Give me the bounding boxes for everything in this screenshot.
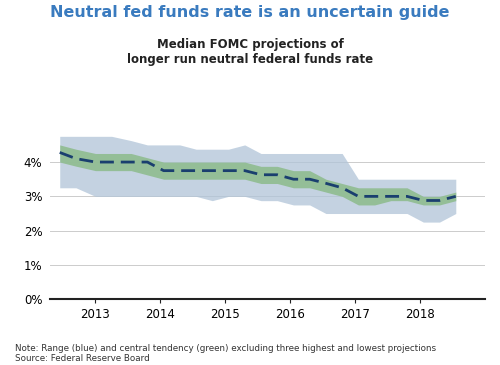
Text: Median FOMC projections of
longer run neutral federal funds rate: Median FOMC projections of longer run ne… [127, 38, 373, 66]
Text: Note: Range (blue) and central tendency (green) excluding three highest and lowe: Note: Range (blue) and central tendency … [15, 344, 436, 363]
Text: Neutral fed funds rate is an uncertain guide: Neutral fed funds rate is an uncertain g… [50, 5, 450, 20]
